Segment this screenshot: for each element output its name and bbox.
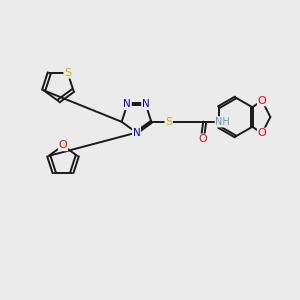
Text: O: O xyxy=(258,128,266,138)
Text: S: S xyxy=(165,117,172,127)
Text: O: O xyxy=(58,140,68,151)
Text: N: N xyxy=(142,99,149,110)
Text: O: O xyxy=(198,134,207,144)
Text: S: S xyxy=(64,68,71,78)
Text: O: O xyxy=(258,96,266,106)
Text: N: N xyxy=(133,128,140,138)
Text: N: N xyxy=(124,99,131,110)
Text: NH: NH xyxy=(215,117,230,127)
